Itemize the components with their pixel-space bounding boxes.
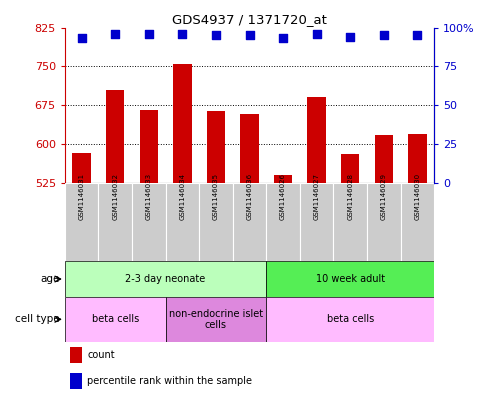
Text: GSM1146026: GSM1146026 [280,173,286,220]
Bar [266,297,434,342]
Text: GSM1146032: GSM1146032 [112,173,118,220]
Point [380,32,388,39]
Bar [166,183,199,261]
Bar [98,183,132,261]
Point [346,34,354,40]
Bar [401,183,434,261]
Text: 10 week adult: 10 week adult [316,274,385,284]
Point [78,35,86,42]
Text: beta cells: beta cells [326,314,374,324]
Point [212,32,220,39]
Bar [70,373,82,389]
Text: GSM1146030: GSM1146030 [414,173,420,220]
Bar [333,183,367,261]
Point [178,31,186,37]
Text: GSM1146031: GSM1146031 [79,173,85,220]
Bar [240,114,258,183]
Bar [207,111,225,183]
Bar [233,183,266,261]
Text: GSM1146035: GSM1146035 [213,173,219,220]
Bar [307,97,326,183]
Bar [266,183,300,261]
Point [111,31,119,37]
Point [145,31,153,37]
Point [246,32,253,39]
Text: count: count [87,350,115,360]
Bar [375,135,393,183]
Title: GDS4937 / 1371720_at: GDS4937 / 1371720_at [172,13,327,26]
Text: GSM1146033: GSM1146033 [146,173,152,220]
Text: GSM1146036: GSM1146036 [247,173,252,220]
Bar [300,183,333,261]
Text: percentile rank within the sample: percentile rank within the sample [87,376,252,386]
Bar [70,347,82,364]
Bar [72,153,91,183]
Text: beta cells: beta cells [92,314,139,324]
Bar [266,261,434,297]
Text: GSM1146034: GSM1146034 [179,173,185,220]
Point [413,32,421,39]
Bar [140,110,158,183]
Bar [367,183,401,261]
Text: GSM1146028: GSM1146028 [347,173,353,220]
Text: 2-3 day neonate: 2-3 day neonate [125,274,206,284]
Bar [274,175,292,183]
Bar [199,183,233,261]
Bar [132,183,166,261]
Bar [166,297,266,342]
Point [279,35,287,42]
Text: cell type: cell type [15,314,60,324]
Bar [106,90,124,183]
Text: non-endocrine islet
cells: non-endocrine islet cells [169,309,263,330]
Bar [65,261,266,297]
Bar [65,183,98,261]
Bar [65,297,166,342]
Point [313,31,321,37]
Text: age: age [40,274,60,284]
Bar [173,64,192,183]
Bar [408,134,427,183]
Text: GSM1146029: GSM1146029 [381,173,387,220]
Text: GSM1146027: GSM1146027 [314,173,320,220]
Bar [341,154,359,183]
